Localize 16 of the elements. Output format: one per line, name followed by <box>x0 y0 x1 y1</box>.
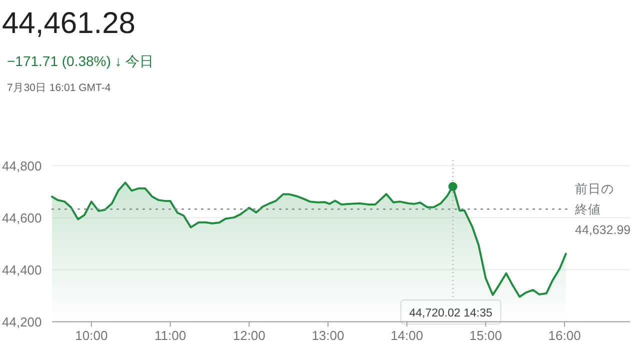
chart-title: 44,461.28 <box>2 7 136 40</box>
x-tick-label: 15:00 <box>469 328 502 343</box>
x-tick-label: 13:00 <box>312 328 344 343</box>
x-tick-label: 12:00 <box>232 328 266 343</box>
x-tick-label: 14:00 <box>390 328 424 343</box>
x-tick-label: 11:00 <box>154 328 186 343</box>
ref-line-label: 前日の終値 44,632.99 <box>574 182 631 238</box>
x-tick-label: 16:00 <box>548 328 581 343</box>
text: 7月30日 16:01 GMT-4 <box>7 82 111 94</box>
y-tick-label: 44,200 <box>2 314 42 330</box>
y-tick-label: 44,600 <box>2 210 42 226</box>
y-tick-label: 44,400 <box>2 262 42 278</box>
x-tick-label: 10:00 <box>75 328 108 343</box>
y-tick-label: 44,800 <box>2 158 42 174</box>
chart-subtitle: −171.71 (0.38%) ↓ 今日 <box>7 53 154 69</box>
annotation: 44,720.02 14:35 <box>409 308 492 320</box>
